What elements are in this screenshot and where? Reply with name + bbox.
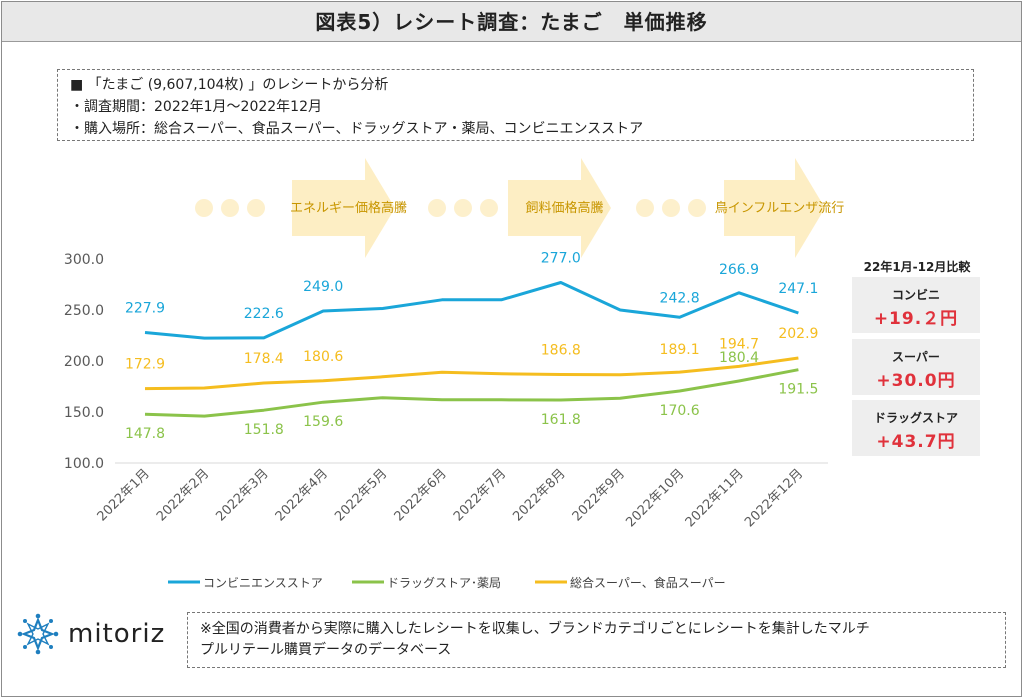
y-tick-label: 100.0 <box>64 456 104 472</box>
info-line-period: ・調査期間：2022年1月～2022年12月 <box>70 99 322 115</box>
timeline-dot-icon <box>195 199 213 217</box>
x-tick-label: 2022年4月 <box>273 466 331 524</box>
comparison-value: +43.7円 <box>876 432 956 452</box>
data-label: 277.0 <box>541 250 581 266</box>
timeline-dot-icon <box>221 199 239 217</box>
event-label: 飼料価格高騰 <box>525 200 603 216</box>
comparison-header: 22年1月-12月比較 <box>863 260 971 274</box>
data-label: 249.0 <box>303 279 343 295</box>
x-tick-label: 2022年12月 <box>742 466 806 530</box>
timeline-dot-icon <box>454 199 472 217</box>
data-label: 170.6 <box>660 403 700 419</box>
info-line-target: ■ 「たまご (9,607,104枚) 」のレシートから分析 <box>70 77 389 93</box>
data-label: 161.8 <box>541 412 581 428</box>
timeline-dot-icon <box>428 199 446 217</box>
data-label: 189.1 <box>660 342 700 358</box>
comparison-name: ドラッグストア <box>873 411 958 425</box>
x-tick-label: 2022年5月 <box>332 466 390 524</box>
data-label: 227.9 <box>125 301 165 317</box>
data-label: 247.1 <box>778 281 818 297</box>
data-label: 266.9 <box>719 262 759 278</box>
legend-label: 総合スーパー、食品スーパー <box>570 575 726 590</box>
timeline-arrow-icon <box>292 158 395 258</box>
x-tick-label: 2022年6月 <box>392 466 450 524</box>
x-tick-label: 2022年2月 <box>154 466 212 524</box>
event-label: 鳥インフルエンザ流行 <box>715 201 845 216</box>
x-tick-label: 2022年7月 <box>451 466 509 524</box>
data-label: 194.7 <box>719 336 759 352</box>
x-tick-label: 2022年9月 <box>570 466 628 524</box>
comparison-value: +19.２円 <box>873 309 959 329</box>
data-label: 147.8 <box>125 426 165 442</box>
comparison-name: スーパー <box>892 350 940 364</box>
y-tick-label: 250.0 <box>64 303 104 319</box>
y-tick-label: 300.0 <box>64 252 104 268</box>
data-label: 222.6 <box>244 306 284 322</box>
data-label: 159.6 <box>303 414 343 430</box>
note-box: ※全国の消費者から実際に購入したレシートを収集し、ブランドカテゴリごとにレシート… <box>187 612 1006 668</box>
timeline-dot-icon <box>480 199 498 217</box>
page-title: 図表5）レシート調査：たまご 単価推移 <box>2 2 1021 42</box>
y-tick-label: 150.0 <box>64 405 104 421</box>
x-tick-label: 2022年10月 <box>623 466 687 530</box>
timeline-arrow-icon <box>508 158 611 258</box>
timeline-dot-icon <box>247 199 265 217</box>
data-label: 191.5 <box>778 382 818 398</box>
data-label: 172.9 <box>125 357 165 373</box>
comparison-box-convenience: コンビニ +19.２円 <box>852 277 980 333</box>
data-label: 202.9 <box>778 326 818 342</box>
data-label: 180.4 <box>719 350 759 366</box>
x-tick-label: 2022年11月 <box>683 466 747 530</box>
data-label: 242.8 <box>660 290 700 306</box>
x-tick-label: 2022年8月 <box>510 466 568 524</box>
comparison-box-drugstore: ドラッグストア +43.7円 <box>852 400 980 456</box>
comparison-value: +30.0円 <box>876 371 956 391</box>
note-line-2: プルリテール購買データのデータベース <box>200 642 452 658</box>
event-label: エネルギー価格高騰 <box>290 200 407 216</box>
data-label: 151.8 <box>244 422 284 438</box>
logo-text: mitoriz <box>68 619 166 649</box>
comparison-box-supermarket: スーパー +30.0円 <box>852 339 980 395</box>
data-label: 180.6 <box>303 349 343 365</box>
series-line <box>144 281 799 340</box>
timeline-arrow-icon <box>724 158 825 258</box>
comparison-name: コンビニ <box>891 288 940 302</box>
legend-label: ドラッグストア･薬局 <box>387 576 501 590</box>
series-line <box>144 368 799 418</box>
timeline-dot-icon <box>636 199 654 217</box>
line-chart: エネルギー価格高騰 飼料価格高騰 鳥インフルエンザ流行 100.0 150.0 200.0… <box>64 158 845 590</box>
x-tick-label: 2022年3月 <box>213 466 271 524</box>
mitoriz-logo-icon <box>17 613 59 655</box>
timeline-dot-icon <box>688 199 706 217</box>
note-line-1: ※全国の消費者から実際に購入したレシートを収集し、ブランドカテゴリごとにレシート… <box>200 621 870 637</box>
data-label: 178.4 <box>244 351 284 367</box>
legend-label: コンビニエンスストア <box>203 576 323 590</box>
data-label: 186.8 <box>541 342 581 358</box>
x-tick-label: 2022年1月 <box>95 466 153 524</box>
info-box: ■ 「たまご (9,607,104枚) 」のレシートから分析 ・調査期間：202… <box>57 69 974 141</box>
y-tick-label: 200.0 <box>64 354 104 370</box>
info-line-stores: ・購入場所：総合スーパー、食品スーパー、ドラッグストア・薬局、コンビニエンススト… <box>70 121 644 137</box>
series-line <box>144 356 799 391</box>
timeline-dot-icon <box>662 199 680 217</box>
